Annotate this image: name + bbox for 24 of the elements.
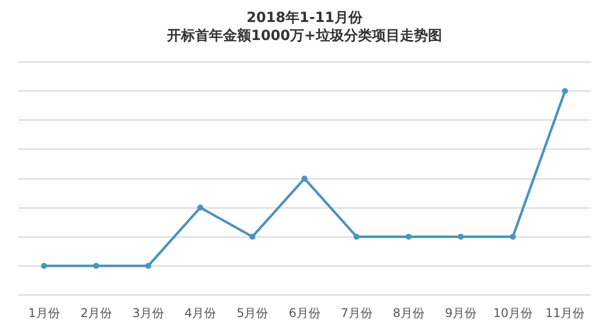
- x-tick-label: 9月份: [444, 306, 477, 320]
- point: [354, 234, 360, 240]
- point: [510, 234, 516, 240]
- point: [197, 204, 204, 211]
- chart-subtitle: 开标首年金额1000万+垃圾分类项目走势图: [166, 27, 442, 44]
- point: [145, 262, 152, 269]
- x-tick-label: 8月份: [392, 306, 424, 320]
- point: [93, 262, 100, 269]
- x-tick-label: 10月份: [493, 306, 533, 320]
- x-tick-label: 2月份: [80, 306, 112, 320]
- x-tick-label: 1月份: [28, 306, 60, 320]
- x-tick-label: 5月份: [236, 306, 268, 320]
- x-tick-label: 3月份: [132, 306, 164, 320]
- point: [458, 234, 464, 240]
- point: [406, 234, 412, 240]
- point: [249, 234, 256, 240]
- x-tick-label: 7月份: [340, 306, 372, 320]
- point: [302, 176, 308, 182]
- x-tick-label: 4月份: [184, 306, 216, 320]
- x-tick-label: 11月份: [545, 306, 585, 320]
- point: [41, 262, 48, 269]
- x-tick-label: 6月份: [288, 306, 320, 320]
- chart-title: 2018年1-11月份: [246, 10, 364, 26]
- point: [562, 88, 568, 94]
